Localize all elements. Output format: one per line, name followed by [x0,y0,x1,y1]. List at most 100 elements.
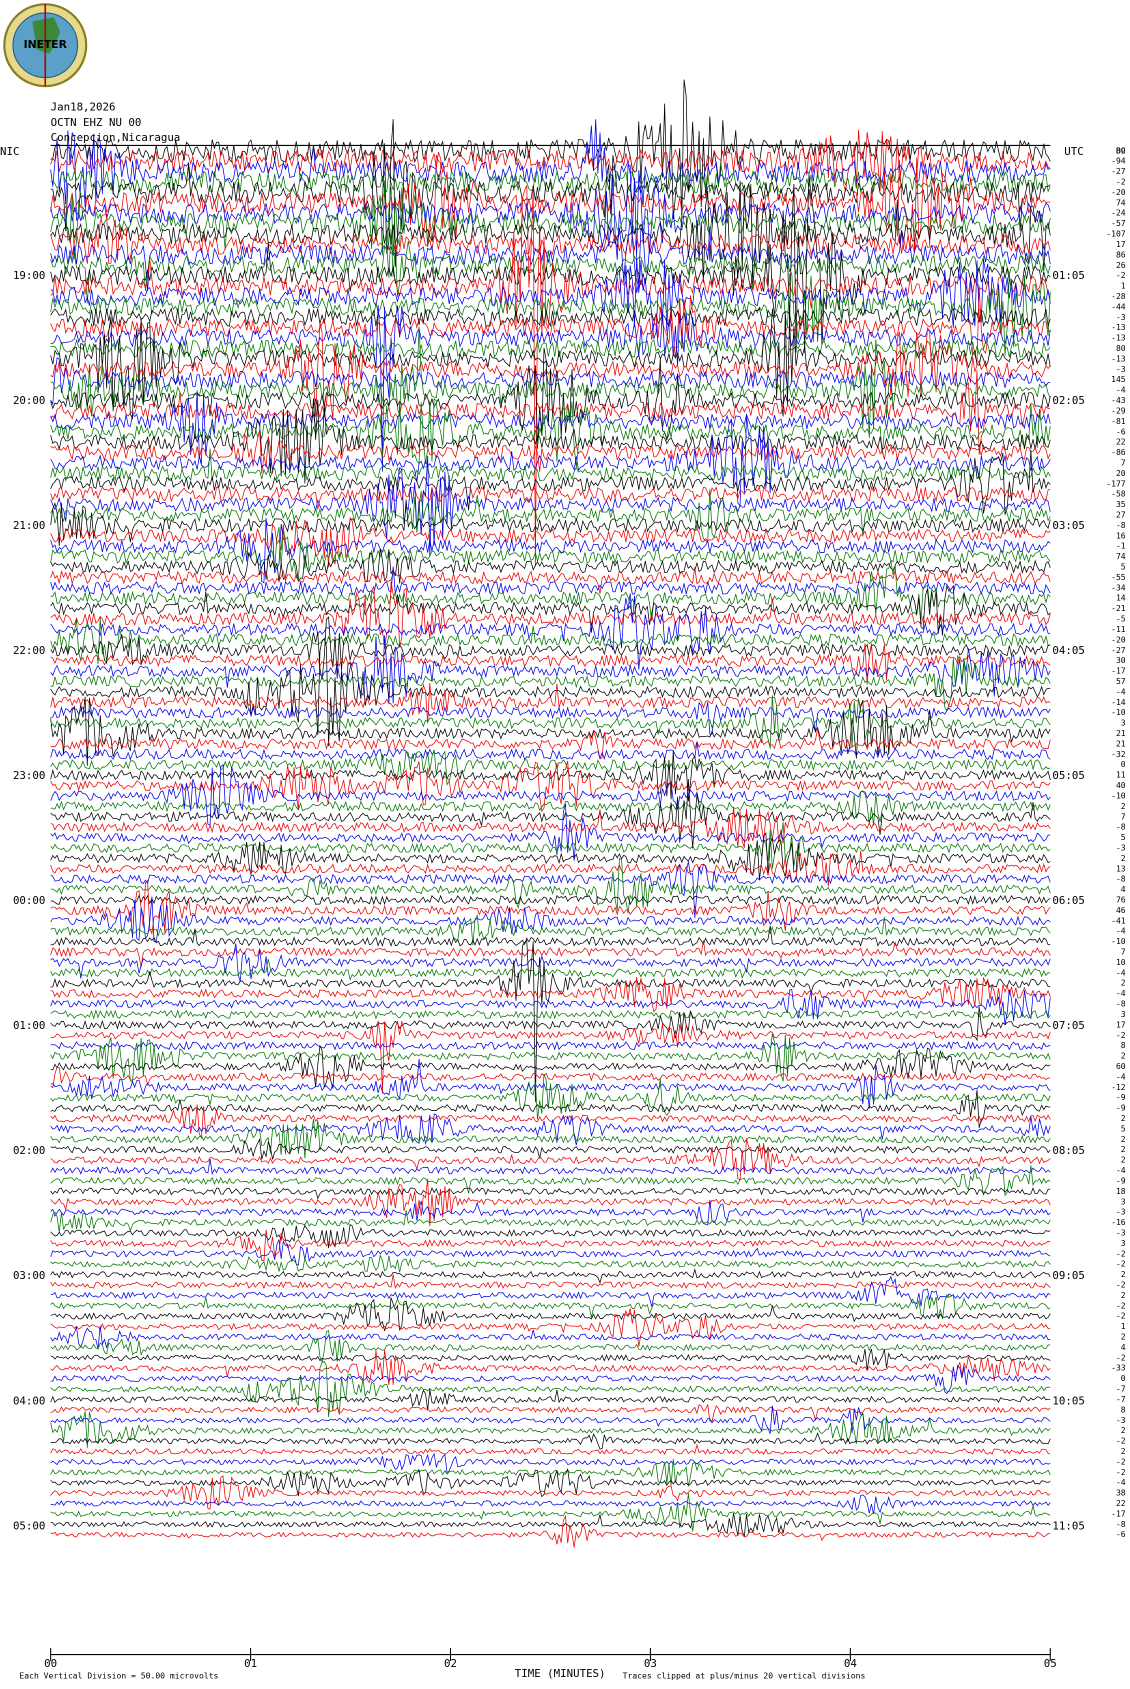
trace [50,180,1051,296]
trace [50,914,1051,946]
dc-value: -5 [1116,615,1126,624]
dc-value: 5 [1121,563,1126,572]
dc-value: 2 [1121,1145,1126,1154]
right-time-label: 03:05 [1052,519,1084,532]
trace [50,1119,1051,1159]
trace [50,285,1051,363]
right-time-label: 11:05 [1052,1519,1084,1532]
dc-value: -32 [1111,750,1126,759]
header-date: Jan18,2026 [51,101,116,114]
dc-value: -4 [1116,1166,1126,1175]
dc-value: 3 [1121,1239,1126,1248]
trace [50,390,1051,465]
dc-value: -4 [1116,989,1126,998]
dc-value: 14 [1116,594,1126,603]
right-time-label: 02:05 [1052,394,1084,407]
trace [50,779,1051,849]
dc-value: -20 [1111,188,1126,197]
left-time-label: 19:00 [13,269,45,282]
trace [50,1274,1051,1290]
dc-value: -10 [1111,791,1126,800]
dc-value: -43 [1111,396,1126,405]
trace [50,1199,1051,1226]
trace [50,1293,1051,1320]
dc-value: 22 [1116,1499,1126,1508]
trace [50,1348,1051,1371]
trace [50,803,1051,861]
dc-value: -16 [1111,1218,1126,1227]
trace [50,989,1051,1025]
trace [50,448,1051,482]
dc-value: -4 [1116,1072,1126,1081]
dc-value: 26 [1116,261,1126,270]
trace [50,1349,1051,1386]
trace [50,1389,1051,1411]
trace [50,857,1051,914]
trace [50,832,1051,880]
dc-value: -8 [1116,1520,1126,1529]
trace [50,174,1051,353]
trace [50,1494,1051,1515]
dc-value: -3 [1116,1416,1126,1425]
scale-note: Each Vertical Division = 50.00 microvolt… [19,1672,218,1681]
dc-value: 80 [1116,344,1126,353]
header-station: OCTN EHZ NU 00 [51,116,142,129]
trace [50,326,1051,439]
dc-value: -86 [1111,448,1126,457]
dc-value: -2 [1116,1280,1126,1289]
dc-value: 86 [1116,250,1126,259]
dc-value: 2 [1121,1447,1126,1456]
dc-value: 60 [1116,1062,1126,1071]
trace [50,1165,1051,1197]
trace [50,450,1051,515]
dc-value: 2 [1121,1270,1126,1279]
dc-value: 57 [1116,677,1126,686]
dc-value: -14 [1111,698,1126,707]
dc-value: 35 [1116,500,1126,509]
dc-title: DC [1116,146,1126,155]
trace [50,696,1051,766]
trace [50,742,1051,761]
left-time-label: 01:00 [13,1019,45,1032]
dc-value: -2 [1116,1260,1126,1269]
trace [50,977,1051,1013]
dc-value: 7 [1121,948,1126,957]
trace [50,584,1051,636]
left-time-label: 02:00 [13,1144,45,1157]
trace [50,228,1051,304]
trace [50,398,1051,484]
dc-value: -6 [1116,427,1126,436]
trace [50,154,1051,254]
trace [50,1138,1051,1181]
header-location: Concepcion,Nicaragua [51,131,181,144]
trace [50,1493,1051,1532]
dc-value: -4 [1116,927,1126,936]
dc-value: 2 [1121,1156,1126,1165]
dc-value: 74 [1116,552,1126,561]
trace [50,1158,1051,1176]
dc-value: 1 [1121,1322,1126,1331]
trace [50,1364,1051,1395]
trace [50,1020,1051,1094]
dc-value: -13 [1111,354,1126,363]
trace [50,455,1051,557]
dc-value: 21 [1116,739,1126,748]
left-time-label: 05:00 [13,1519,45,1532]
trace [50,1432,1051,1450]
right-time-label: 10:05 [1052,1394,1084,1407]
dc-value: -3 [1116,1208,1126,1217]
trace [50,213,1051,264]
dc-value: 89 [1116,146,1126,155]
trace [50,272,1051,356]
trace [50,1187,1051,1200]
dc-value: 46 [1116,906,1126,915]
trace [50,593,1051,670]
x-tick-label: 05 [1044,1657,1057,1670]
trace [50,560,1051,622]
dc-value: -1 [1116,542,1126,551]
dc-value: 17 [1116,240,1126,249]
trace [50,219,1051,294]
dc-value: 5 [1121,1124,1126,1133]
dc-value: -8 [1116,875,1126,884]
